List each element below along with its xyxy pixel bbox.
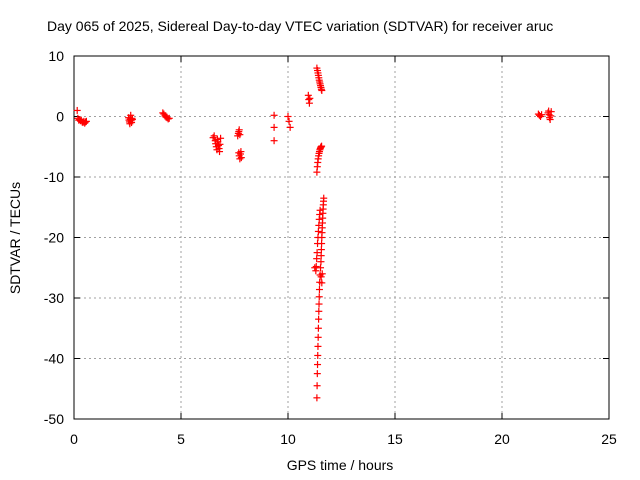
data-point bbox=[128, 116, 136, 124]
data-point bbox=[317, 273, 325, 281]
data-point bbox=[320, 194, 328, 202]
y-tick-label: -30 bbox=[44, 290, 64, 306]
y-tick-label: 0 bbox=[56, 109, 64, 125]
x-tick-label: 5 bbox=[177, 431, 185, 447]
y-tick-label: -20 bbox=[44, 230, 64, 246]
data-point bbox=[216, 140, 224, 148]
data-point bbox=[317, 246, 325, 254]
data-point bbox=[317, 258, 325, 266]
data-point bbox=[164, 115, 172, 123]
data-point bbox=[313, 255, 321, 263]
data-point bbox=[547, 108, 555, 116]
data-point bbox=[315, 315, 323, 323]
data-point bbox=[317, 252, 325, 260]
data-point bbox=[210, 132, 218, 140]
data-point bbox=[236, 155, 244, 163]
data-point bbox=[270, 137, 278, 145]
grid bbox=[74, 56, 609, 419]
data-point bbox=[314, 227, 322, 235]
data-point bbox=[270, 111, 278, 119]
data-point bbox=[285, 117, 293, 125]
data-point bbox=[217, 134, 225, 142]
y-tick-label: -10 bbox=[44, 169, 64, 185]
data-point bbox=[315, 221, 323, 229]
data-points bbox=[73, 64, 555, 402]
data-point bbox=[318, 86, 326, 94]
data-point bbox=[305, 96, 313, 104]
data-point bbox=[82, 118, 90, 126]
x-tick-label: 10 bbox=[280, 431, 296, 447]
data-point bbox=[315, 307, 323, 315]
data-point bbox=[318, 279, 326, 287]
data-point bbox=[311, 264, 319, 272]
data-point bbox=[306, 94, 314, 102]
data-point bbox=[318, 270, 326, 278]
data-point bbox=[235, 126, 243, 134]
x-tick-label: 25 bbox=[601, 431, 617, 447]
data-point bbox=[165, 114, 173, 122]
y-tick-label: -50 bbox=[44, 411, 64, 427]
data-point bbox=[314, 351, 322, 359]
data-point bbox=[318, 142, 326, 150]
y-axis-label: SDTVAR / TECUs bbox=[7, 182, 23, 294]
data-point bbox=[314, 324, 322, 332]
data-point bbox=[315, 293, 323, 301]
data-point bbox=[312, 263, 320, 271]
data-point bbox=[237, 154, 245, 162]
chart-title: Day 065 of 2025, Sidereal Day-to-day VTE… bbox=[47, 18, 553, 34]
data-point bbox=[236, 131, 244, 139]
axis-ticks: 0 5 10 15 20 25 -50 -40 -30 -20 -10 0 10 bbox=[44, 48, 617, 447]
data-point bbox=[286, 123, 294, 131]
data-point bbox=[314, 361, 322, 369]
data-point bbox=[237, 148, 245, 156]
data-point bbox=[313, 382, 321, 390]
data-point bbox=[538, 111, 546, 119]
data-point bbox=[315, 300, 323, 308]
data-point bbox=[314, 234, 322, 241]
data-point bbox=[270, 123, 278, 131]
data-point bbox=[315, 286, 323, 294]
data-point bbox=[314, 240, 322, 248]
data-point bbox=[314, 342, 322, 350]
data-point bbox=[316, 206, 324, 214]
data-point bbox=[82, 117, 90, 125]
x-tick-label: 15 bbox=[387, 431, 403, 447]
data-point bbox=[214, 142, 222, 150]
data-point bbox=[313, 370, 321, 378]
x-tick-label: 20 bbox=[494, 431, 510, 447]
data-point bbox=[73, 106, 81, 114]
data-point bbox=[313, 394, 321, 402]
data-point bbox=[284, 113, 292, 120]
x-tick-label: 0 bbox=[70, 431, 78, 447]
y-tick-label: -40 bbox=[44, 351, 64, 367]
data-point bbox=[313, 249, 321, 257]
data-point bbox=[216, 148, 224, 156]
x-axis-label: GPS time / hours bbox=[287, 457, 394, 473]
data-point bbox=[314, 333, 322, 341]
data-point bbox=[546, 116, 554, 124]
y-tick-label: 10 bbox=[48, 48, 64, 64]
